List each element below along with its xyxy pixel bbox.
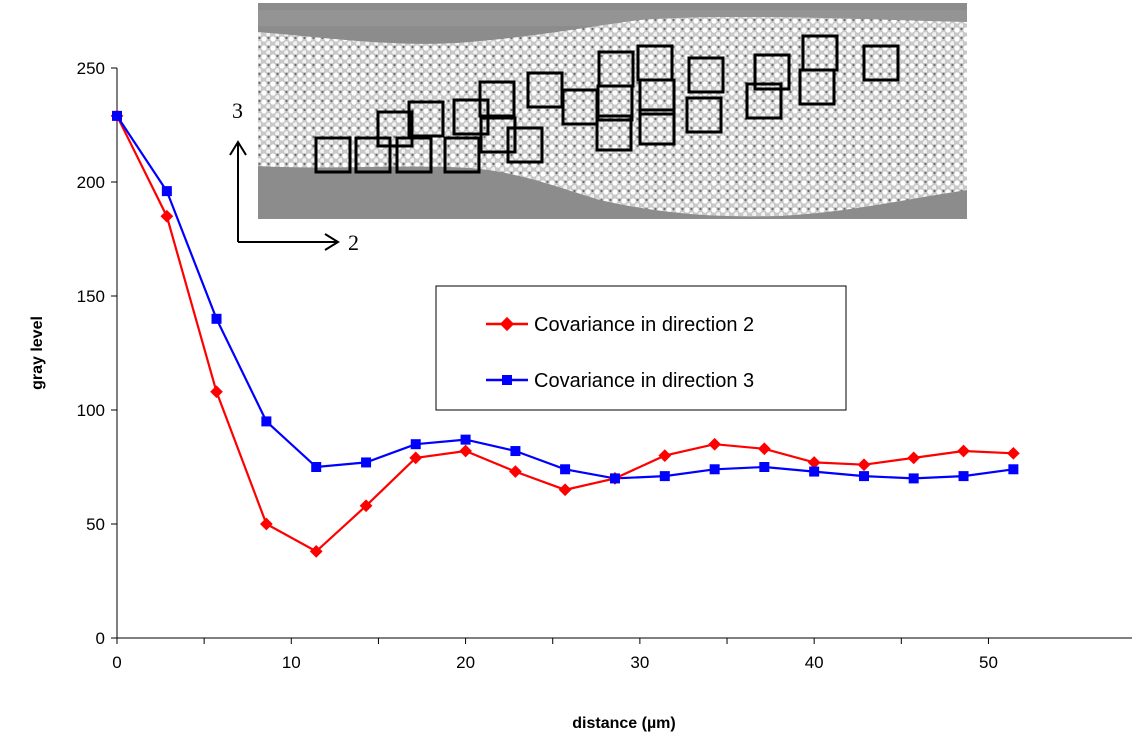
y-tick-label: 0 xyxy=(96,629,105,648)
data-point-series-2 xyxy=(859,471,870,482)
data-point-series-1 xyxy=(757,442,771,456)
data-point-series-2 xyxy=(809,466,820,477)
data-point-series-1 xyxy=(459,444,472,458)
sampling-window xyxy=(443,136,481,174)
legend-marker-direction-2 xyxy=(499,316,515,332)
data-point-series-2 xyxy=(659,471,670,482)
direction-3-arrowhead xyxy=(229,140,247,156)
sampling-window xyxy=(376,110,414,148)
data-point-series-2 xyxy=(510,446,521,457)
x-tick-label: 40 xyxy=(805,653,824,672)
legend: Covariance in direction 2 Covariance in … xyxy=(435,285,847,411)
data-point-series-2 xyxy=(759,462,770,472)
data-point-series-1 xyxy=(509,465,522,478)
legend-box xyxy=(435,285,847,411)
sampling-window xyxy=(801,34,839,72)
sampling-window xyxy=(687,56,725,94)
y-axis-title: gray level xyxy=(29,316,46,390)
x-tick-label: 50 xyxy=(979,653,998,672)
data-point-series-2 xyxy=(311,462,322,472)
direction-3-label: 3 xyxy=(232,98,243,123)
sampling-window xyxy=(862,44,900,82)
data-point-series-1 xyxy=(160,209,174,223)
x-axis-title: distance (µm) xyxy=(572,715,675,732)
data-point-series-1 xyxy=(957,444,970,458)
data-point-series-2 xyxy=(1008,464,1019,475)
sampling-window xyxy=(753,53,791,91)
data-point-series-1 xyxy=(210,385,223,399)
sampling-window xyxy=(407,100,445,138)
data-point-series-2 xyxy=(361,457,372,468)
sampling-window xyxy=(395,136,433,174)
y-tick-label: 150 xyxy=(77,287,105,306)
sampling-windows xyxy=(314,34,900,174)
y-tick-label: 250 xyxy=(77,59,105,78)
x-tick-label: 0 xyxy=(112,653,121,672)
data-point-series-1 xyxy=(907,451,921,465)
data-point-series-2 xyxy=(410,439,421,450)
sampling-window xyxy=(638,78,676,116)
sampling-window xyxy=(745,82,783,120)
data-point-series-2 xyxy=(908,473,919,484)
y-tick-label: 50 xyxy=(86,515,105,534)
direction-2-label: 2 xyxy=(348,230,359,255)
sampling-window xyxy=(479,116,517,154)
sampling-window xyxy=(354,136,392,174)
sampling-window xyxy=(506,126,544,164)
y-tick-label: 200 xyxy=(77,173,105,192)
data-point-series-1 xyxy=(558,483,572,497)
data-point-series-2 xyxy=(261,416,272,427)
x-tick-label: 30 xyxy=(630,653,649,672)
sampling-window xyxy=(595,114,633,152)
axes xyxy=(116,68,1132,639)
data-point-series-1 xyxy=(359,499,373,513)
direction-2-arrowhead xyxy=(324,233,340,251)
sampling-window xyxy=(685,96,723,134)
legend-label-direction-2: Covariance in direction 2 xyxy=(534,314,754,336)
y-tick-label: 100 xyxy=(77,401,105,420)
sampling-window xyxy=(597,50,635,88)
sampling-window xyxy=(314,136,352,174)
data-point-series-2 xyxy=(709,464,720,475)
data-point-series-2 xyxy=(161,186,172,197)
x-tick-label: 20 xyxy=(456,653,475,672)
legend-marker-direction-3 xyxy=(502,375,512,385)
data-point-series-1 xyxy=(708,437,722,451)
data-point-series-1 xyxy=(260,517,273,531)
micrograph-inset xyxy=(258,3,967,219)
legend-label-direction-3: Covariance in direction 3 xyxy=(534,370,754,392)
data-point-series-2 xyxy=(460,434,471,445)
data-point-series-1 xyxy=(1007,446,1020,460)
sampling-window xyxy=(478,80,516,118)
sampling-window xyxy=(638,108,676,146)
data-point-series-1 xyxy=(658,449,672,462)
data-point-series-2 xyxy=(560,464,571,475)
data-point-series-2 xyxy=(609,473,620,484)
data-point-series-2 xyxy=(112,110,122,121)
data-point-series-2 xyxy=(211,313,222,324)
data-point-series-2 xyxy=(958,471,969,482)
data-point-series-1 xyxy=(409,451,423,465)
data-point-series-1 xyxy=(857,458,871,472)
x-tick-label: 10 xyxy=(282,653,301,672)
direction-arrows: 3 2 xyxy=(229,98,359,255)
